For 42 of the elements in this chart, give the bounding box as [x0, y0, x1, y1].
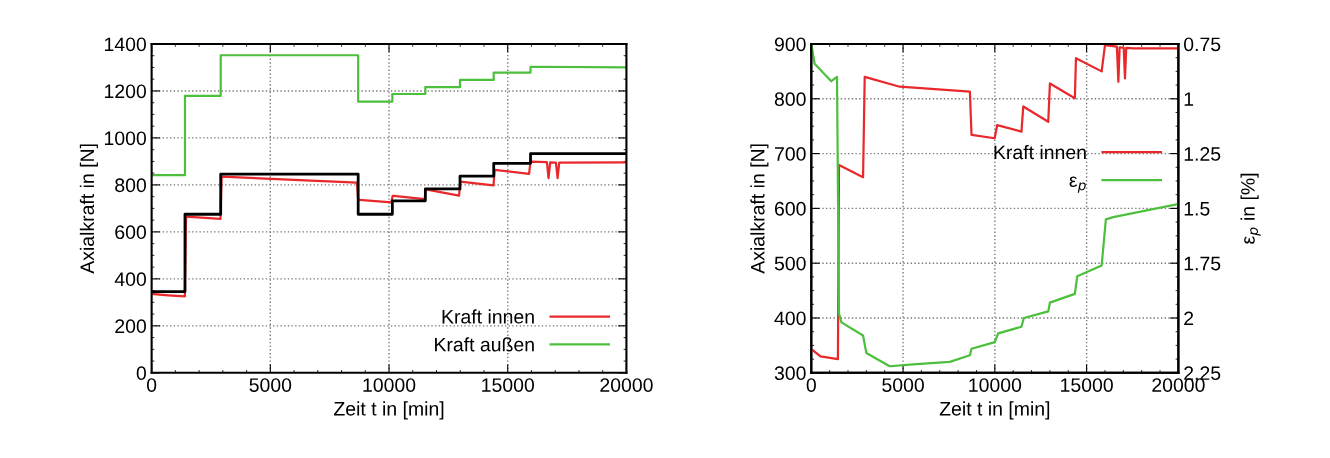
- x-tick-label: 0: [146, 378, 157, 392]
- y-tick-label: 1000: [104, 131, 146, 146]
- y-tick-label: 400: [774, 311, 806, 326]
- y-tick-label: 400: [114, 272, 146, 287]
- y2-axis-title: ε$_{p}$ in [%]: [1240, 173, 1261, 244]
- legend-label: ε$_{p}$: [1069, 176, 1086, 193]
- y-tick-label: 900: [774, 37, 806, 52]
- y-axis-title: Axialkraft in [N]: [750, 144, 769, 274]
- y-axis-title: Axialkraft in [N]: [79, 144, 98, 274]
- y-tick-label: 300: [774, 366, 806, 381]
- y-tick-label: 1200: [104, 84, 146, 99]
- x-tick-label: 0: [806, 378, 816, 392]
- y-tick-label: 600: [774, 201, 806, 216]
- x-tick-label: 15000: [482, 378, 534, 392]
- legend-label: Kraft außen: [435, 337, 534, 352]
- y-tick-label: 700: [775, 147, 806, 161]
- y2-tick-label: 1.75: [1184, 256, 1221, 271]
- legend-label: Kraft innen: [994, 144, 1086, 160]
- y2-tick-label: 1.5: [1184, 202, 1210, 216]
- x-tick-label: 15000: [1061, 378, 1113, 392]
- x-tick-label: 5000: [249, 378, 292, 392]
- y-tick-label: 800: [774, 92, 806, 107]
- legend-label: Kraft innen: [442, 309, 534, 324]
- x-tick-label: 10000: [969, 378, 1022, 392]
- y-tick-label: 600: [115, 225, 146, 240]
- y-tick-label: 200: [115, 319, 146, 334]
- y2-tick-label: 1.25: [1184, 147, 1221, 161]
- y-tick-label: 800: [115, 178, 146, 193]
- x-axis-title: Zeit t in [min]: [939, 401, 1050, 420]
- x-tick-label: 10000: [363, 378, 416, 392]
- y-tick-label: 1400: [104, 37, 146, 52]
- y2-tick-label: 2: [1184, 311, 1194, 326]
- x-tick-label: 20000: [1152, 378, 1205, 392]
- x-axis-title: Zeit t in [min]: [334, 401, 444, 420]
- y-tick-label: 500: [774, 256, 806, 271]
- y2-tick-label: 1: [1184, 92, 1194, 106]
- line-series: [151, 54, 627, 177]
- x-tick-label: 20000: [600, 378, 653, 392]
- y2-tick-label: 0.75: [1184, 37, 1221, 52]
- y-tick-label: 0: [136, 366, 146, 381]
- x-tick-label: 5000: [882, 378, 924, 392]
- y2-tick-label: 2.25: [1184, 366, 1221, 381]
